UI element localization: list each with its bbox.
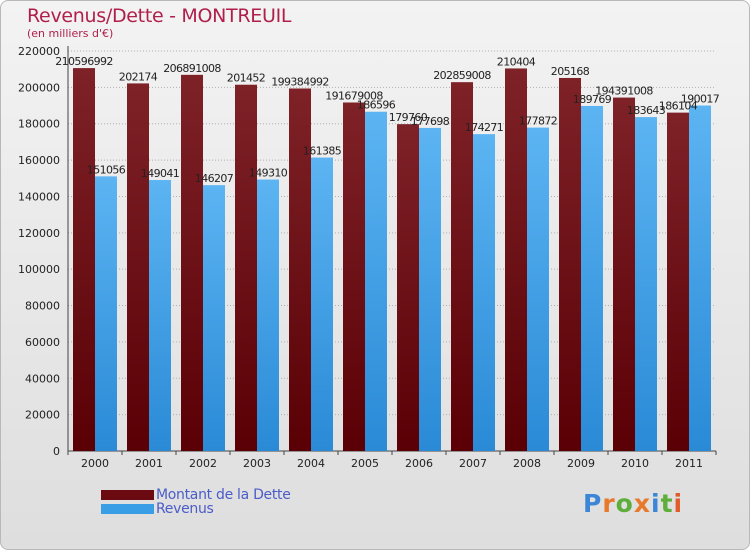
x-tick-label: 2005 (351, 457, 379, 470)
bar-dette (613, 97, 635, 451)
x-tick-label: 2003 (243, 457, 271, 470)
bar-revenus (311, 157, 333, 451)
x-tick-label: 2007 (459, 457, 487, 470)
data-label-revenus: 161385 (303, 145, 342, 158)
data-label-dette: 191679008 (325, 89, 383, 102)
bar-dette (667, 112, 689, 451)
logo-letter: r (602, 489, 616, 518)
y-tick-label: 120000 (18, 227, 60, 240)
bar-revenus (689, 105, 711, 452)
bar-revenus (149, 180, 171, 451)
data-label-dette: 202174 (119, 70, 158, 83)
bar-dette (289, 88, 311, 452)
y-tick-label: 180000 (18, 118, 60, 131)
bar-dette (559, 77, 581, 451)
data-label-revenus: 177698 (411, 115, 450, 128)
bar-revenus (95, 176, 117, 451)
bar-dette (343, 102, 365, 451)
chart-title: Revenus/Dette - MONTREUIL (27, 5, 292, 27)
x-tick-label: 2004 (297, 457, 325, 470)
bar-revenus (257, 179, 279, 451)
x-tick-label: 2002 (189, 457, 217, 470)
bar-revenus (365, 111, 387, 451)
legend-item-dette: Montant de la Dette (101, 487, 401, 503)
x-tick-label: 2000 (81, 457, 109, 470)
logo-letter: P (583, 489, 603, 518)
data-label-dette: 186104 (659, 100, 698, 113)
data-label-dette: 206891008 (163, 62, 221, 75)
logo-letter: i (673, 489, 684, 518)
y-tick-label: 40000 (25, 372, 60, 385)
x-tick-label: 2001 (135, 457, 163, 470)
legend-swatch-dette (101, 490, 154, 500)
bar-dette (235, 84, 257, 451)
bar-revenus (527, 127, 549, 451)
x-tick-label: 2008 (513, 457, 541, 470)
logo-letter: i (651, 489, 661, 518)
bar-dette (397, 124, 419, 451)
data-label-dette: 179760 (389, 111, 428, 124)
bar-dette (451, 82, 473, 451)
logo-letter: o (615, 489, 634, 518)
logo-letter: t (660, 489, 674, 518)
data-label-revenus: 149310 (249, 167, 288, 180)
y-tick-label: 0 (53, 445, 60, 458)
y-tick-label: 100000 (18, 263, 60, 276)
chart-subtitle: (en milliers d'€) (27, 27, 114, 40)
x-tick-label: 2006 (405, 457, 433, 470)
data-label-revenus: 190017 (681, 93, 720, 106)
y-tick-label: 140000 (18, 190, 60, 203)
bar-revenus (581, 105, 603, 451)
data-label-dette: 202859008 (433, 69, 491, 82)
legend-label-dette: Montant de la Dette (156, 487, 291, 503)
y-tick-label: 200000 (18, 81, 60, 94)
proxiti-logo: Proxiti (583, 489, 683, 518)
x-tick-label: 2010 (621, 457, 649, 470)
legend-item-revenus: Revenus (101, 501, 401, 517)
y-tick-label: 80000 (25, 300, 60, 313)
y-tick-label: 60000 (25, 336, 60, 349)
y-tick-label: 160000 (18, 154, 60, 167)
data-label-revenus: 183643 (627, 104, 666, 117)
data-label-revenus: 189769 (573, 93, 612, 106)
data-label-dette: 210596992 (55, 55, 113, 68)
legend-swatch-revenus (101, 504, 154, 514)
y-tick-label: 20000 (25, 409, 60, 422)
bar-dette (181, 74, 203, 452)
data-label-revenus: 146207 (195, 172, 234, 185)
data-label-revenus: 149041 (141, 167, 179, 180)
data-label-dette: 199384992 (271, 75, 329, 88)
bar-revenus (203, 185, 225, 451)
bar-revenus (419, 127, 441, 452)
x-tick-label: 2009 (567, 457, 595, 470)
data-label-revenus: 177872 (519, 115, 557, 128)
data-label-revenus: 174271 (465, 121, 503, 134)
bar-dette (505, 68, 527, 452)
bar-revenus (473, 134, 495, 452)
bar-revenus (635, 117, 657, 451)
x-tick-label: 2011 (675, 457, 703, 470)
data-label-dette: 194391008 (595, 85, 653, 98)
data-label-dette: 205168 (551, 65, 590, 78)
y-tick-label: 220000 (18, 45, 60, 58)
logo-letter: x (633, 489, 651, 518)
data-label-revenus: 151056 (87, 163, 126, 176)
data-label-dette: 210404 (497, 55, 536, 68)
data-label-revenus: 186596 (357, 99, 396, 112)
bar-dette (127, 83, 149, 451)
legend-label-revenus: Revenus (156, 501, 214, 517)
bar-dette (73, 68, 95, 451)
data-label-dette: 201452 (227, 72, 265, 85)
